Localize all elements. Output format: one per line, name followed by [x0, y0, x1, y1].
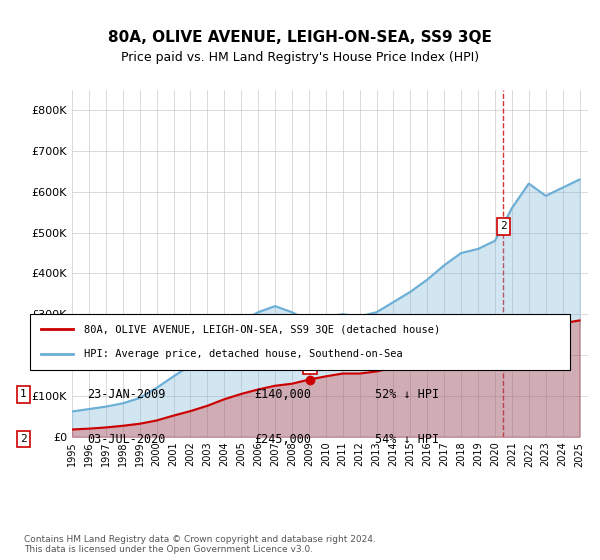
- FancyBboxPatch shape: [30, 314, 570, 370]
- Text: Contains HM Land Registry data © Crown copyright and database right 2024.
This d: Contains HM Land Registry data © Crown c…: [24, 535, 376, 554]
- Text: £245,000: £245,000: [254, 432, 311, 446]
- Text: Price paid vs. HM Land Registry's House Price Index (HPI): Price paid vs. HM Land Registry's House …: [121, 52, 479, 64]
- Text: 1: 1: [307, 360, 313, 370]
- Text: HPI: Average price, detached house, Southend-on-Sea: HPI: Average price, detached house, Sout…: [84, 349, 403, 359]
- Text: 23-JAN-2009: 23-JAN-2009: [87, 388, 165, 401]
- Text: 80A, OLIVE AVENUE, LEIGH-ON-SEA, SS9 3QE: 80A, OLIVE AVENUE, LEIGH-ON-SEA, SS9 3QE: [108, 30, 492, 45]
- Text: 54% ↓ HPI: 54% ↓ HPI: [375, 432, 439, 446]
- Text: 2: 2: [20, 434, 27, 444]
- Text: 2: 2: [500, 221, 507, 231]
- Text: £140,000: £140,000: [254, 388, 311, 401]
- Text: 1: 1: [20, 389, 27, 399]
- Text: 03-JUL-2020: 03-JUL-2020: [87, 432, 165, 446]
- Text: 80A, OLIVE AVENUE, LEIGH-ON-SEA, SS9 3QE (detached house): 80A, OLIVE AVENUE, LEIGH-ON-SEA, SS9 3QE…: [84, 324, 440, 334]
- Text: 52% ↓ HPI: 52% ↓ HPI: [375, 388, 439, 401]
